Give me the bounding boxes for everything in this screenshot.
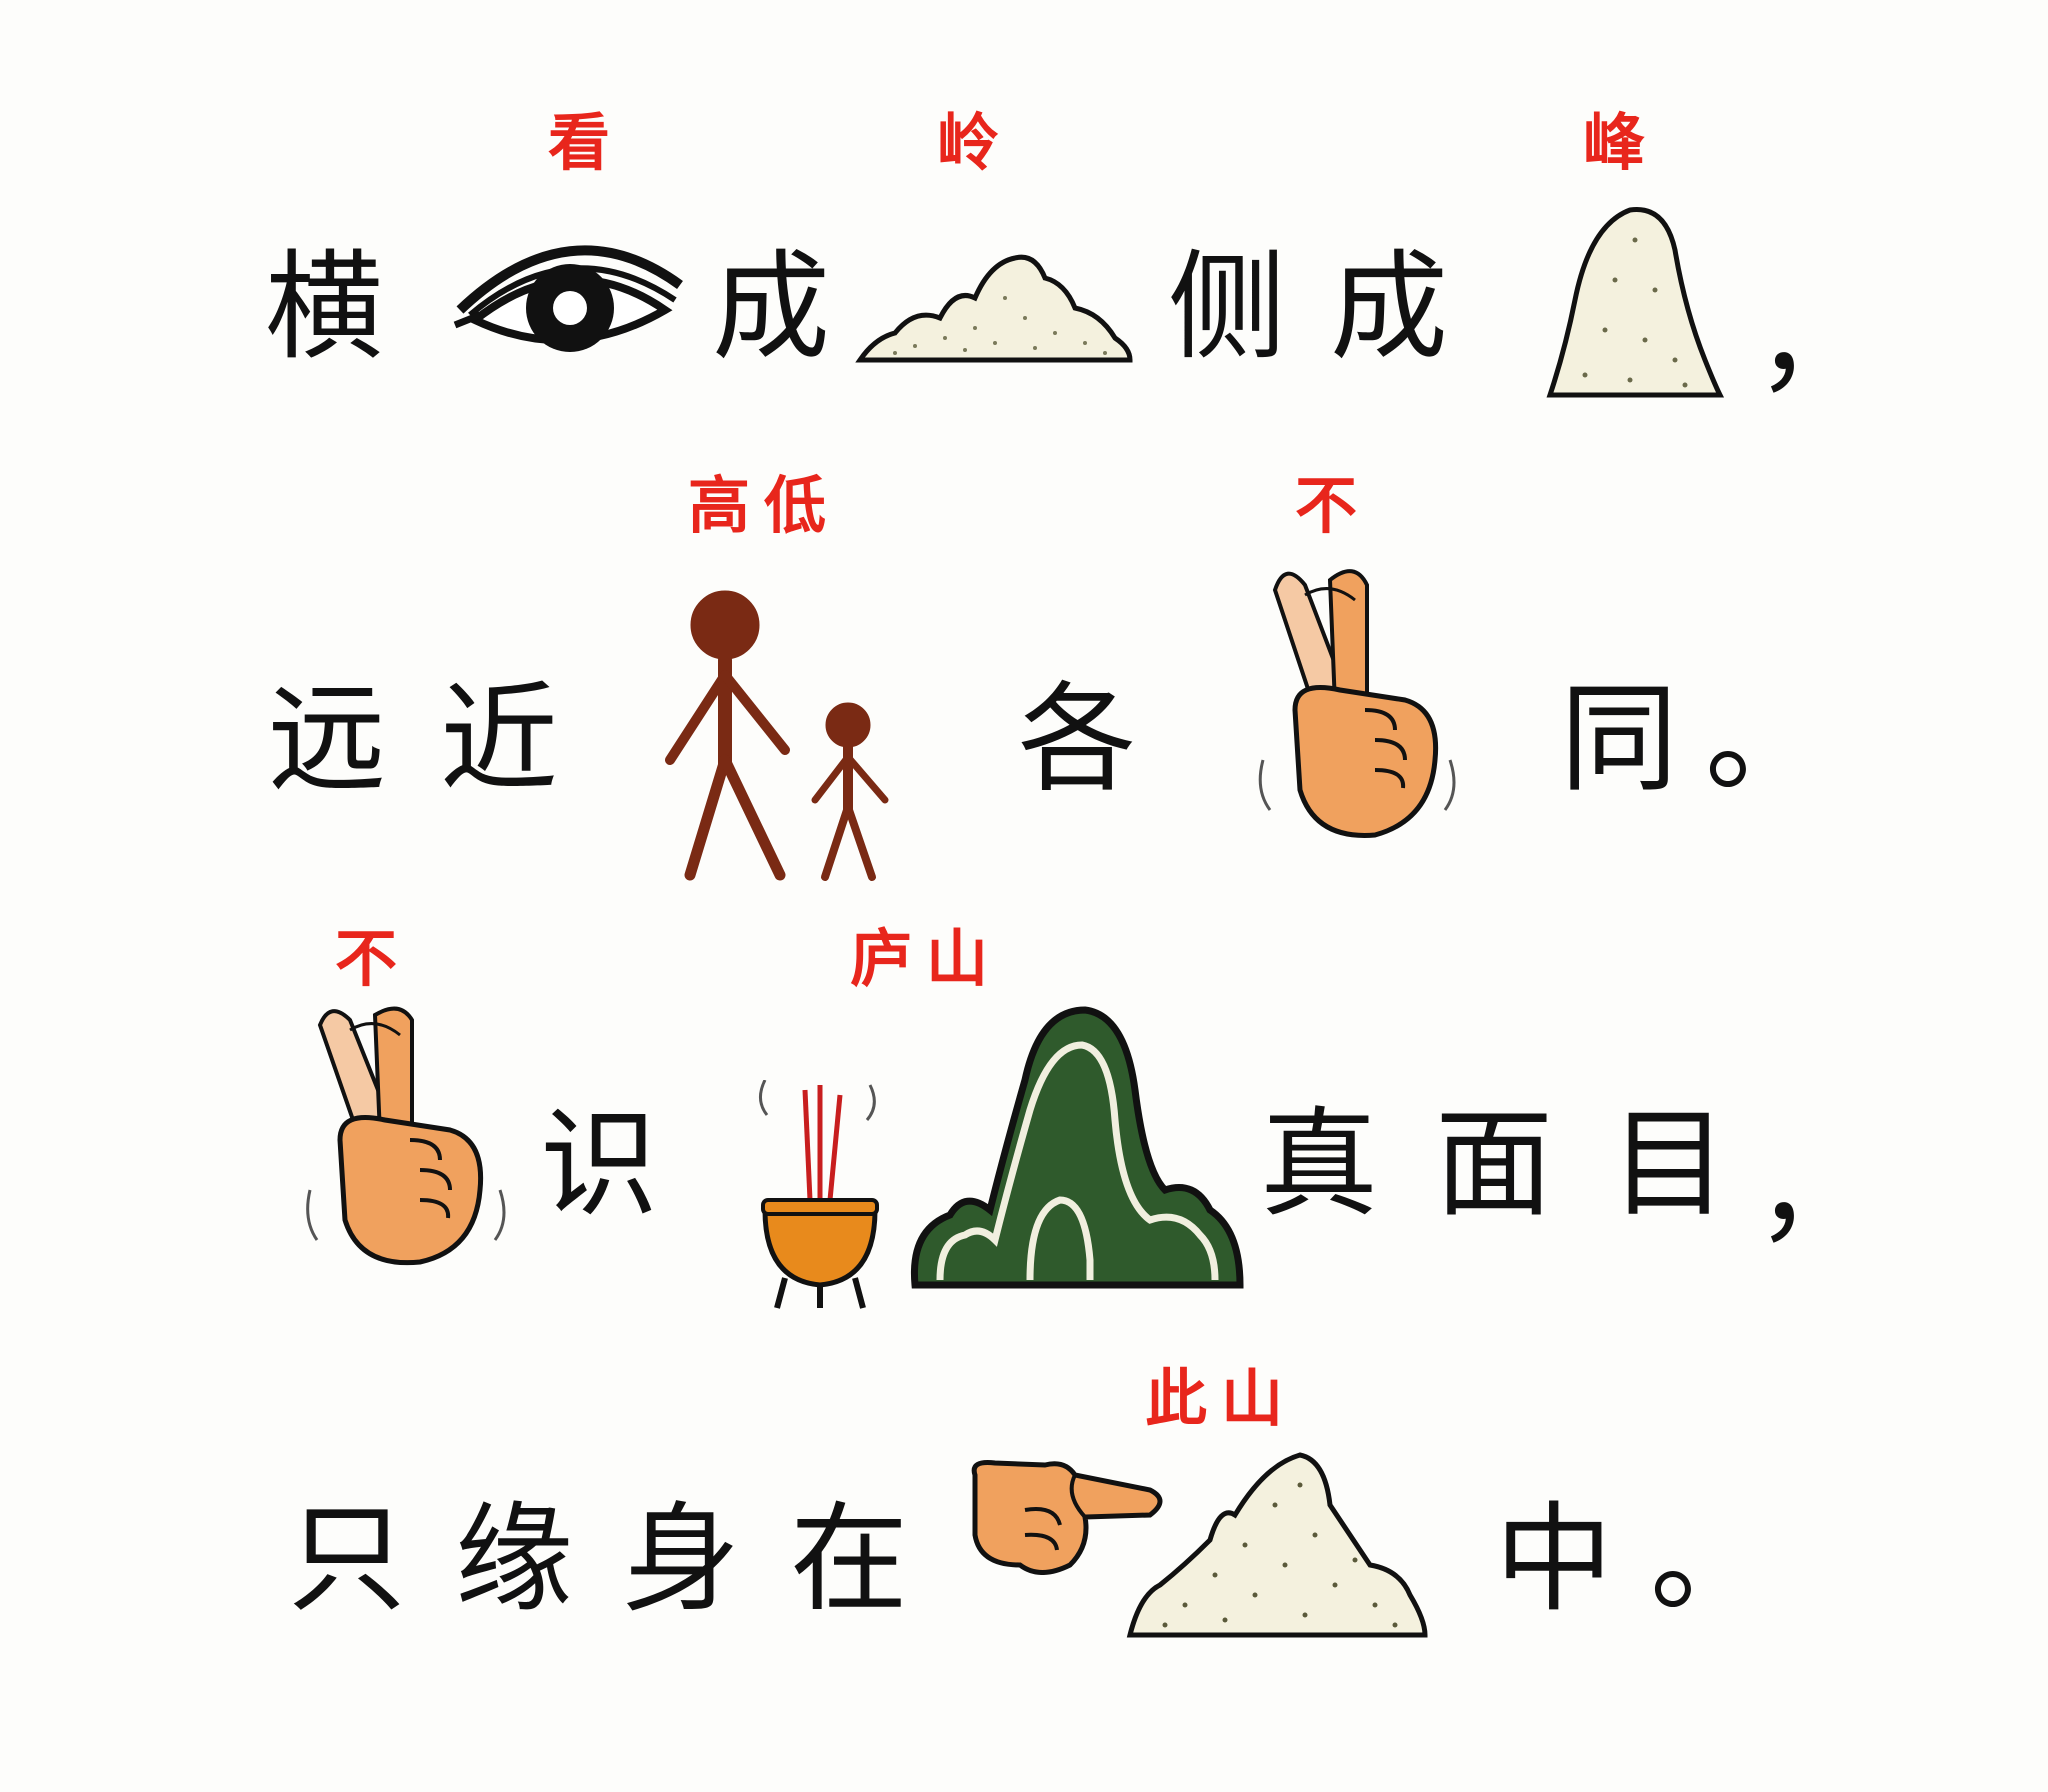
char-shen: 身	[622, 1490, 741, 1628]
char-heng: 横	[265, 238, 384, 376]
annotation-this-mountain: 此山	[1145, 1362, 1298, 1435]
char-cheng-1: 成	[712, 238, 831, 376]
incense-burner-icon	[755, 1080, 885, 1310]
punct-comma-1: ，	[1755, 270, 1874, 408]
char-yuan-fate: 缘	[455, 1490, 574, 1628]
char-shi: 识	[540, 1095, 659, 1233]
char-cheng-2: 成	[1330, 238, 1449, 376]
char-ge: 各	[1018, 670, 1137, 808]
char-mian: 面	[1435, 1095, 1554, 1233]
char-tong: 同	[1560, 670, 1679, 808]
waving-hand-no-icon-2	[305, 1000, 515, 1275]
char-zhi: 只	[288, 1490, 407, 1628]
waving-hand-no-icon-1	[1255, 560, 1465, 850]
char-zai: 在	[790, 1490, 909, 1628]
annotation-not-1: 不	[1295, 469, 1372, 542]
char-zhong: 中	[1495, 1490, 1614, 1628]
punct-period-1: 。	[1705, 670, 1824, 808]
mountain-ridge-icon	[855, 238, 1135, 368]
char-yuan: 远	[268, 670, 387, 808]
annotation-look: 看	[548, 106, 625, 179]
annotation-ridge: 岭	[937, 106, 1014, 179]
green-mountain-icon	[910, 1000, 1245, 1300]
eye-icon	[450, 215, 690, 365]
annotation-lushan: 庐山	[850, 922, 1003, 995]
annotation-tall-short: 高低	[688, 469, 841, 542]
char-mu: 目	[1610, 1095, 1729, 1233]
annotation-peak: 峰	[1583, 106, 1660, 179]
char-ce: 侧	[1168, 238, 1287, 376]
punct-period-2: 。	[1650, 1490, 1769, 1628]
mountain-peak-icon	[1545, 200, 1725, 400]
char-jin: 近	[440, 670, 559, 808]
annotation-not-2: 不	[335, 922, 412, 995]
char-zhen: 真	[1260, 1095, 1379, 1233]
tall-short-people-icon	[660, 585, 900, 885]
punct-comma-2: ，	[1755, 1120, 1874, 1258]
dotted-mountain-icon	[1125, 1445, 1430, 1640]
pointing-hand-icon	[965, 1455, 1170, 1575]
